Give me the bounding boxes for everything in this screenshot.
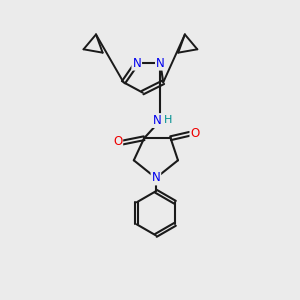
Text: O: O [190,127,200,140]
Text: N: N [156,57,165,70]
Text: N: N [152,172,160,184]
Text: O: O [113,135,122,148]
Text: N: N [152,114,161,127]
Text: N: N [132,57,141,70]
Text: H: H [164,115,172,125]
